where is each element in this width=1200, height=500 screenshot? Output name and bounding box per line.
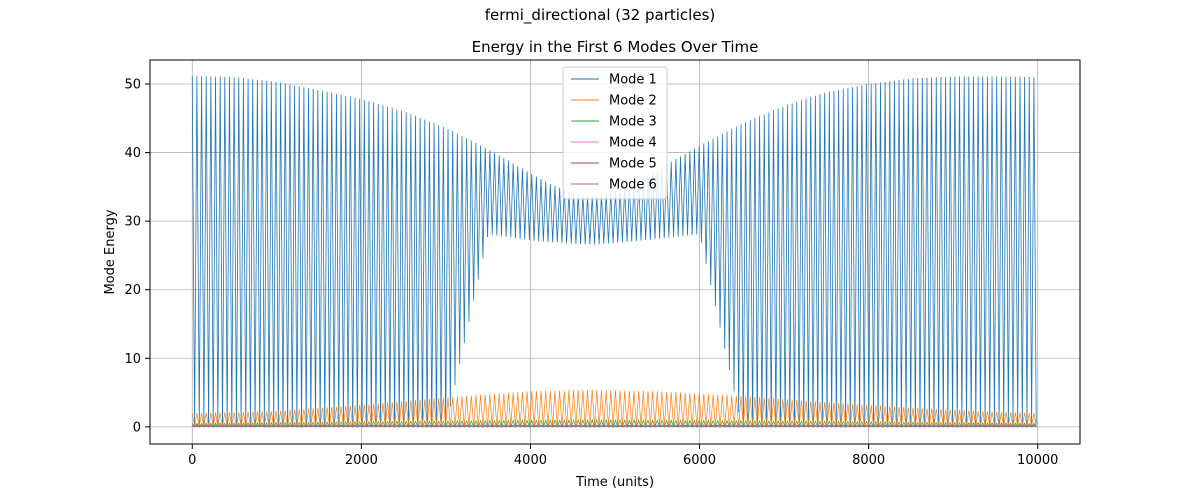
- x-axis-label: Time (units): [575, 475, 654, 490]
- x-tick-label: 10000: [1017, 453, 1058, 468]
- x-tick-label: 6000: [683, 453, 716, 468]
- figure-suptitle: fermi_directional (32 particles): [484, 6, 716, 24]
- x-tick-label: 8000: [852, 453, 885, 468]
- legend-label-mode-4: Mode 4: [609, 136, 657, 151]
- y-tick-label: 40: [124, 146, 141, 161]
- series-line-mode-6: [192, 425, 1037, 428]
- x-tick-label: 0: [188, 453, 196, 468]
- y-tick-label: 20: [124, 283, 141, 298]
- series-layer: [191, 75, 1037, 428]
- legend-label-mode-6: Mode 6: [609, 178, 657, 193]
- y-tick-label: 10: [124, 352, 141, 367]
- axis-layer: 0 2000 4000 6000 8000 10000 0 10 20 30 40 50: [124, 78, 1058, 469]
- series-line-mode-2: [191, 389, 1037, 427]
- legend-label-mode-2: Mode 2: [609, 94, 657, 109]
- chart-title: Energy in the First 6 Modes Over Time: [472, 38, 759, 56]
- series-line-mode-1: [191, 75, 1037, 427]
- y-tick-label: 30: [124, 215, 141, 230]
- x-tick-label: 2000: [345, 453, 378, 468]
- x-tick-label: 4000: [514, 453, 547, 468]
- legend-label-mode-3: Mode 3: [609, 115, 657, 130]
- y-tick-label: 0: [133, 420, 141, 435]
- y-tick-label: 50: [124, 78, 141, 93]
- plot-frame: [149, 59, 1081, 445]
- series-line-mode-3: [191, 418, 1037, 428]
- y-axis-label: Mode Energy: [103, 209, 118, 294]
- legend: Mode 1 Mode 2 Mode 3 Mode 4 Mode 5 Mode 6: [562, 66, 668, 200]
- legend-label-mode-5: Mode 5: [609, 157, 657, 172]
- legend-label-mode-1: Mode 1: [609, 73, 657, 88]
